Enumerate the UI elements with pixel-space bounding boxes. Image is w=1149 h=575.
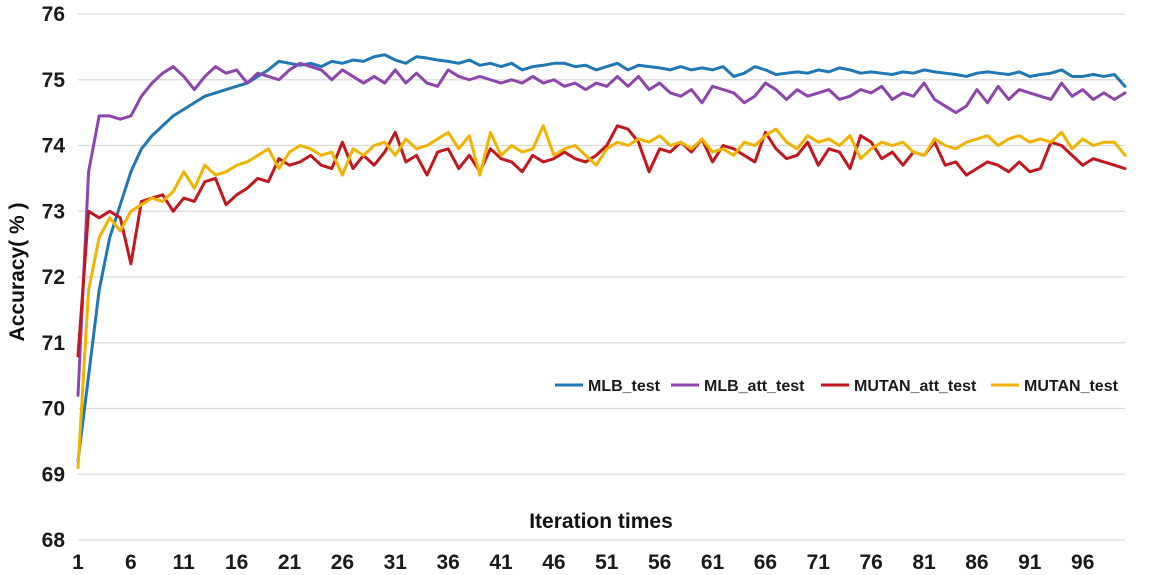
x-tick-label: 61 <box>701 551 725 574</box>
x-tick-label: 71 <box>807 551 831 574</box>
legend: MLB_test MLB_att_test MUTAN_att_test MUT… <box>555 378 1119 395</box>
x-tick-label: 56 <box>648 551 671 574</box>
gridlines <box>78 13 1125 541</box>
x-tick-label: 41 <box>489 551 513 574</box>
series-lines <box>76 53 1127 470</box>
x-tick-label: 96 <box>1071 551 1094 574</box>
x-tick-label: 6 <box>125 551 137 574</box>
y-tick-label: 68 <box>42 529 66 552</box>
x-tick-label: 11 <box>173 551 196 574</box>
legend-label-mlb-att-test: MLB_att_test <box>704 378 805 395</box>
y-tick-label: 74 <box>42 135 66 158</box>
x-tick-label: 86 <box>965 551 988 574</box>
x-tick-label: 21 <box>278 551 302 574</box>
x-tick-label: 66 <box>754 551 777 574</box>
y-tick-label: 73 <box>42 200 65 223</box>
x-tick-label: 36 <box>436 551 459 574</box>
y-tick-label: 69 <box>42 463 65 486</box>
series-line-mutan-att-test <box>76 124 1127 358</box>
x-tick-label: 26 <box>331 551 354 574</box>
x-axis-title: Iteration times <box>529 510 673 533</box>
x-tick-label: 1 <box>72 551 84 574</box>
y-tick-label: 75 <box>42 69 66 92</box>
series-line-mutan-test <box>76 124 1127 470</box>
y-tick-labels: 68 69 70 71 72 73 74 75 76 <box>42 3 66 552</box>
y-tick-label: 72 <box>42 266 65 289</box>
x-tick-label: 51 <box>595 551 619 574</box>
x-tick-label: 16 <box>225 551 248 574</box>
legend-label-mlb-test: MLB_test <box>588 378 661 395</box>
x-tick-label: 46 <box>542 551 565 574</box>
legend-label-mutan-att-test: MUTAN_att_test <box>854 378 977 395</box>
y-tick-label: 71 <box>42 332 66 355</box>
x-tick-labels: 1 6 11 16 21 26 31 36 41 46 51 56 61 66 71 76 81 86 91 96 <box>72 551 1094 574</box>
series-line-mlb-att-test <box>76 61 1127 397</box>
x-tick-label: 81 <box>912 551 936 574</box>
legend-label-mutan-test: MUTAN_test <box>1024 378 1119 395</box>
x-tick-label: 91 <box>1018 551 1042 574</box>
x-tick-label: 76 <box>860 551 883 574</box>
y-axis-title: Accuracy( % ) <box>6 203 29 342</box>
y-tick-label: 70 <box>42 398 65 421</box>
y-tick-label: 76 <box>42 3 65 26</box>
x-tick-label: 31 <box>384 551 408 574</box>
